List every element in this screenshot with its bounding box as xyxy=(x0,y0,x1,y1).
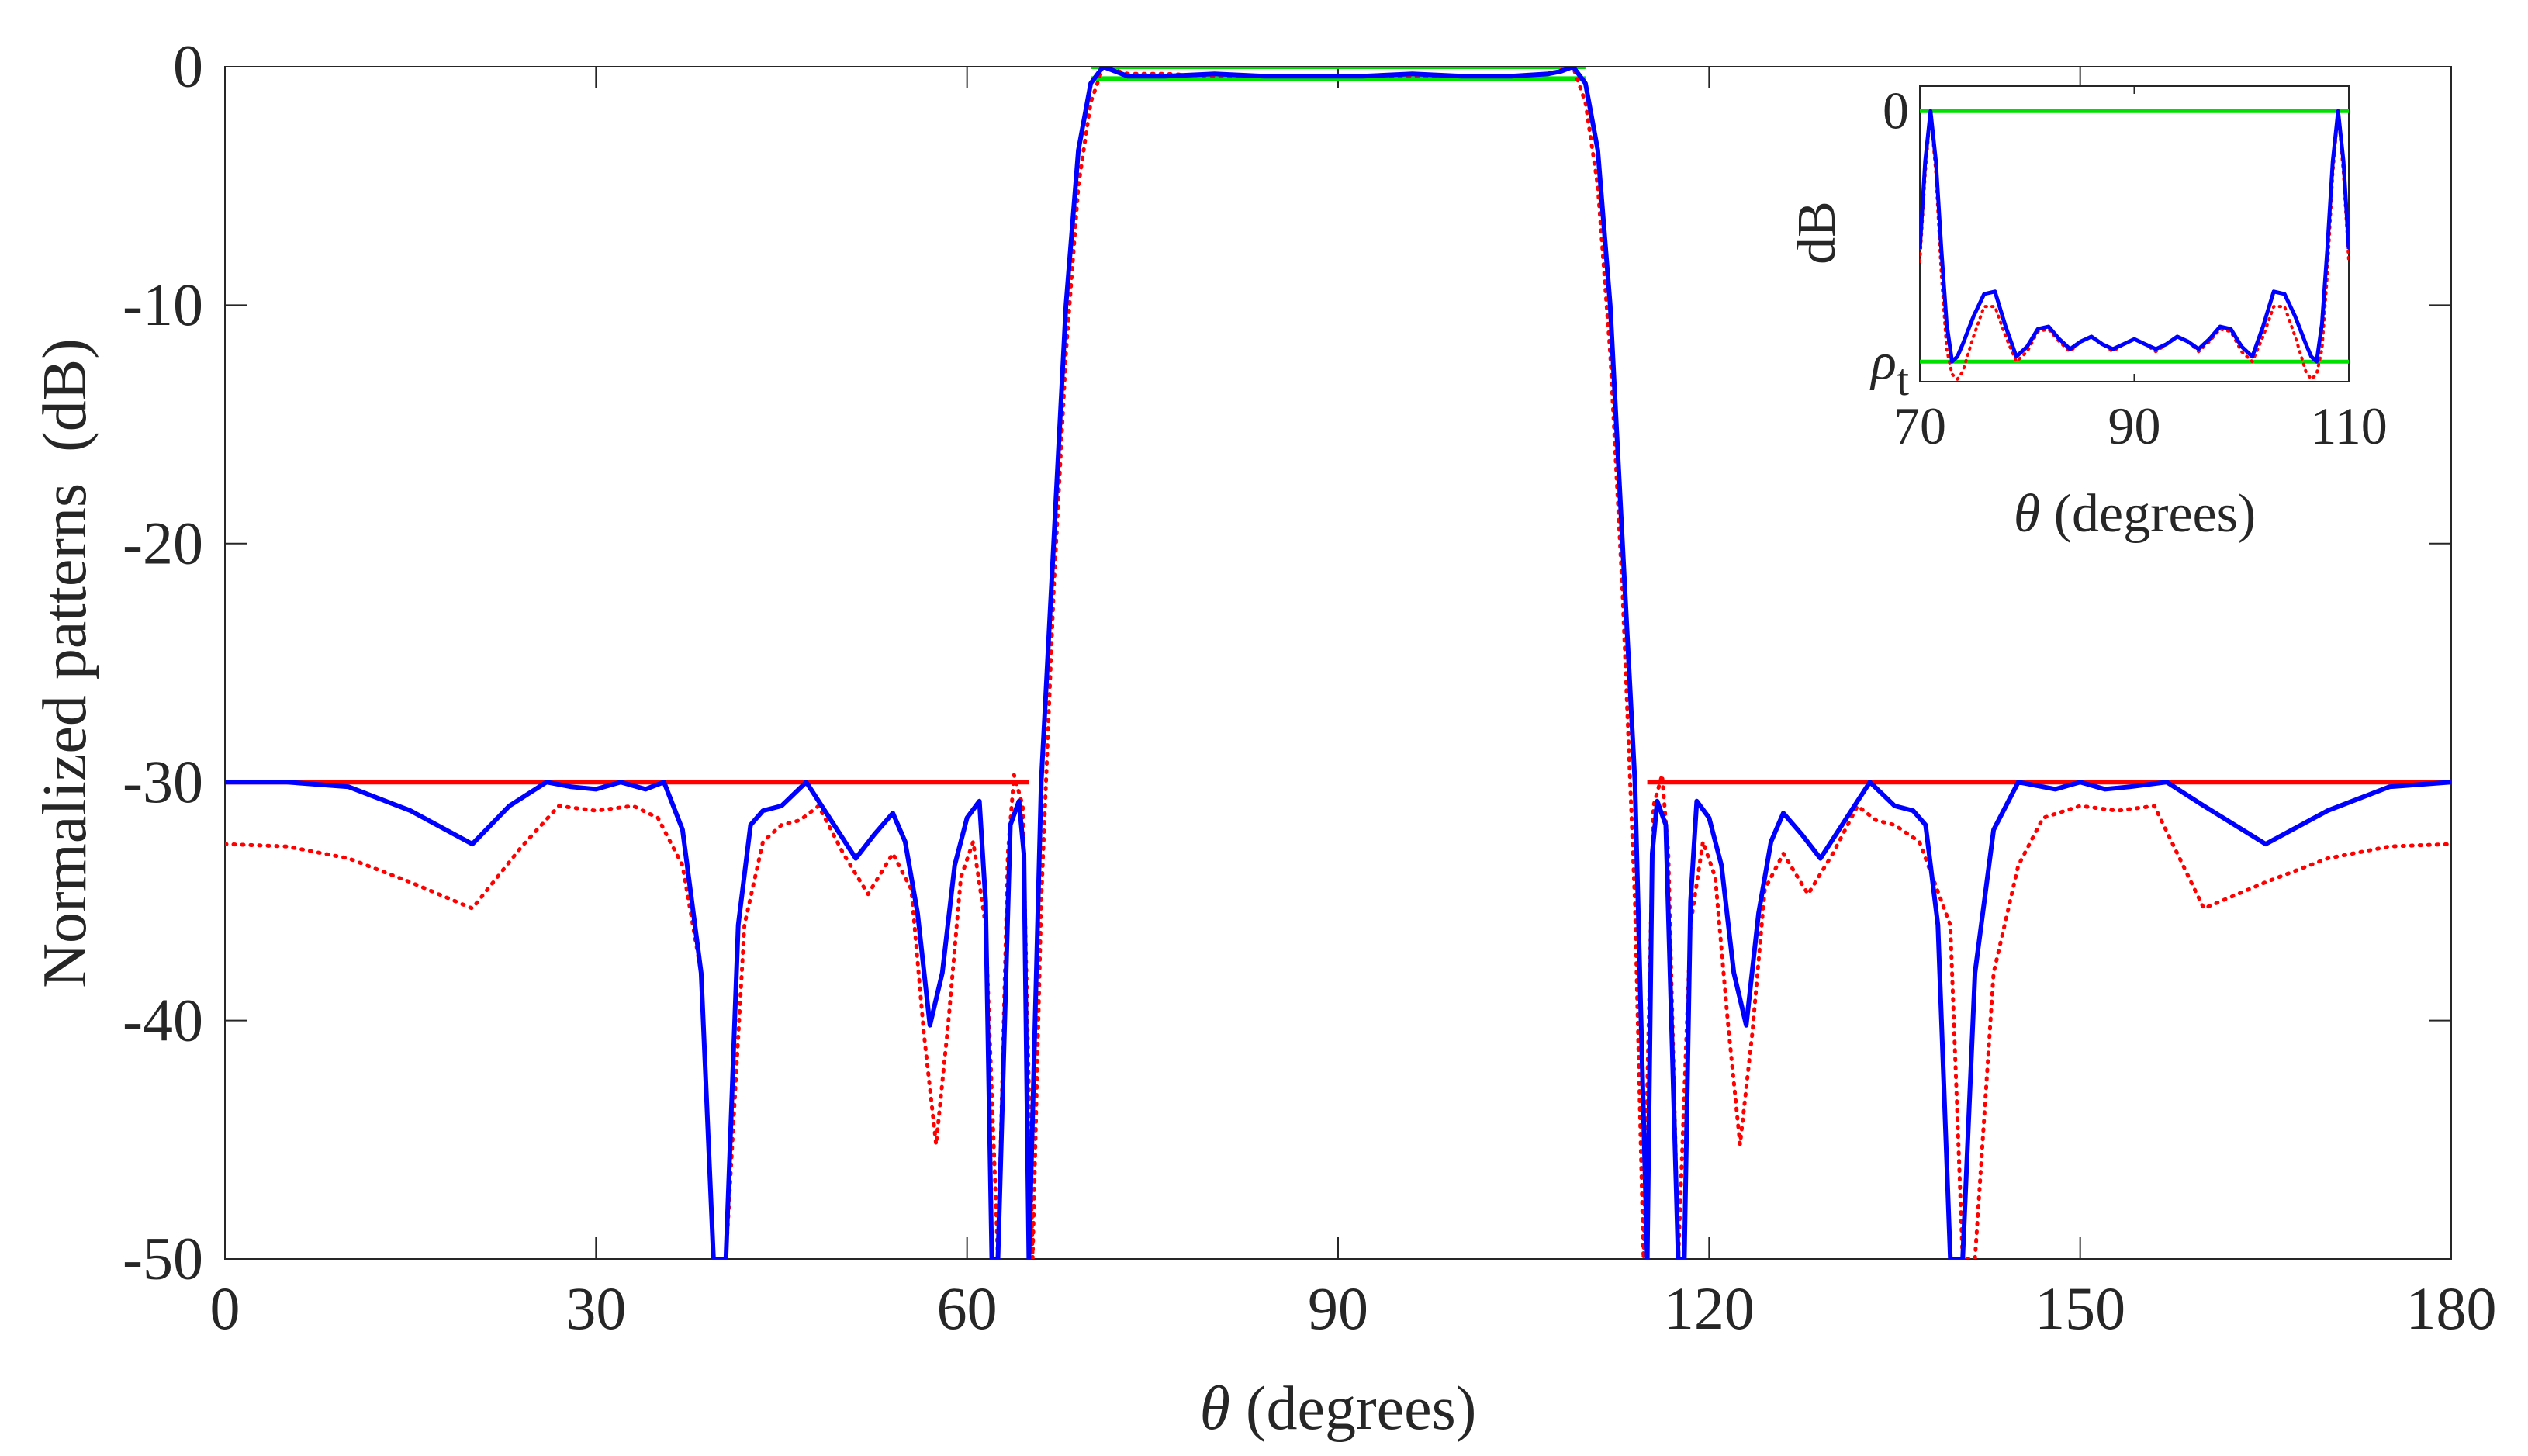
y-tick-label-symbol: ρ xyxy=(1869,332,1897,391)
x-tick-label: 60 xyxy=(937,1274,998,1342)
y-tick-label: -10 xyxy=(123,271,203,338)
x-tick-label: 90 xyxy=(1308,1274,1368,1342)
x-tick-label: 150 xyxy=(2035,1274,2125,1342)
synthesized-pattern-solid xyxy=(225,67,2451,1259)
inset-tick-labels: 70 90 110 0 ρt xyxy=(1869,81,2387,455)
y-tick-label: -50 xyxy=(123,1225,203,1292)
inset-series xyxy=(1920,109,2349,381)
main-x-axis-text: (degrees) xyxy=(1230,1375,1477,1443)
x-tick-label: 70 xyxy=(1893,396,1946,455)
inset-x-axis-symbol: θ xyxy=(2014,484,2040,544)
main-x-axis-symbol: θ xyxy=(1200,1375,1230,1443)
y-tick-label: ρt xyxy=(1869,332,1909,405)
main-x-axis-title: θ (degrees) xyxy=(1200,1375,1477,1443)
inset-x-axis-title: θ (degrees) xyxy=(2014,484,2256,544)
x-tick-label: 30 xyxy=(565,1274,626,1342)
x-tick-label: 180 xyxy=(2406,1274,2497,1342)
y-tick-label: 0 xyxy=(1883,81,1909,140)
y-tick-label: -40 xyxy=(123,986,203,1053)
x-tick-label: 0 xyxy=(210,1274,240,1342)
main-tick-labels: 0 30 60 90 120 150 180 0 -10 -20 -30 -40 -50 xyxy=(123,33,2496,1342)
inset-ticks xyxy=(1919,86,2350,382)
x-tick-label: 90 xyxy=(2108,396,2161,455)
inset-x-axis-text: (degrees) xyxy=(2040,484,2256,544)
y-tick-label: -20 xyxy=(123,510,203,577)
inset-plot-area xyxy=(1919,85,2350,382)
inset-y-axis-title: dB xyxy=(1787,201,1847,265)
y-tick-label: -30 xyxy=(123,748,203,815)
x-tick-label: 110 xyxy=(2310,396,2387,455)
main-y-axis-title: Normalized patterns (dB) xyxy=(31,338,99,988)
y-tick-label-subscript: t xyxy=(1897,354,1909,405)
main-series xyxy=(225,67,2451,1259)
inset-solid xyxy=(1920,109,2349,364)
x-tick-label: 120 xyxy=(1664,1274,1755,1342)
y-tick-label: 0 xyxy=(173,33,203,100)
